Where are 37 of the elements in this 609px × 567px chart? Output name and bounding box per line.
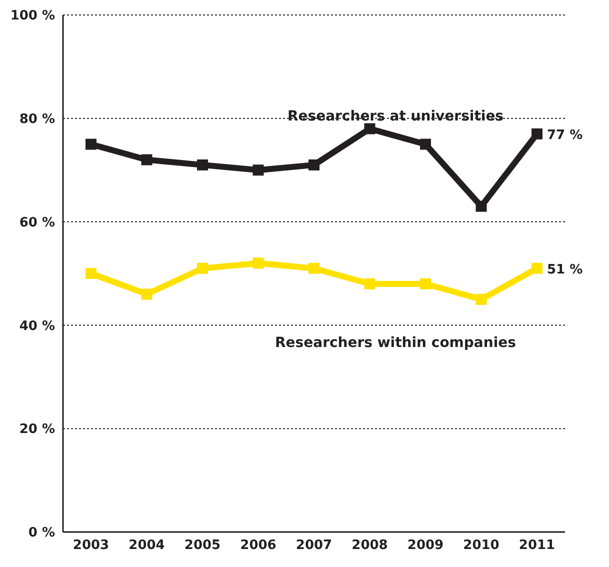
point [141,288,152,300]
y-tick-label: 20 % [19,422,55,438]
point [476,294,487,305]
x-tick-label: 2003 [72,538,110,554]
x-tick-label: 2007 [296,538,332,554]
x-tick-label: 2010 [463,538,500,554]
point [86,268,96,279]
x-tick-label: 2006 [240,538,276,554]
x-tick-label: 2008 [352,538,388,554]
point [141,154,152,166]
y-tick-label: 0 % [28,526,55,541]
point [197,159,208,170]
data-label: 51 % [547,262,583,278]
point [197,262,208,274]
point [252,258,264,269]
point [420,138,431,150]
point [364,278,376,290]
text: Researchers within companies [275,334,516,351]
data-label: 77 % [547,128,583,143]
point [532,128,542,140]
point [532,262,542,274]
y-tick-label: 100 % [10,8,55,24]
x-tick-label: 2005 [184,538,221,554]
x-tick-label: 2009 [407,538,444,554]
point [86,138,96,150]
point [476,200,487,212]
point [420,278,431,290]
series-label: Researchers at universities [287,108,504,124]
y-tick-label: 60 % [19,215,55,230]
point [308,159,320,170]
point [308,262,320,274]
point [252,164,264,176]
point [364,123,376,134]
x-tick-label: 2004 [128,538,165,554]
x-tick-label: 2011 [518,538,556,554]
y-tick-label: 40 % [19,318,55,334]
y-tick-label: 80 % [19,112,55,128]
